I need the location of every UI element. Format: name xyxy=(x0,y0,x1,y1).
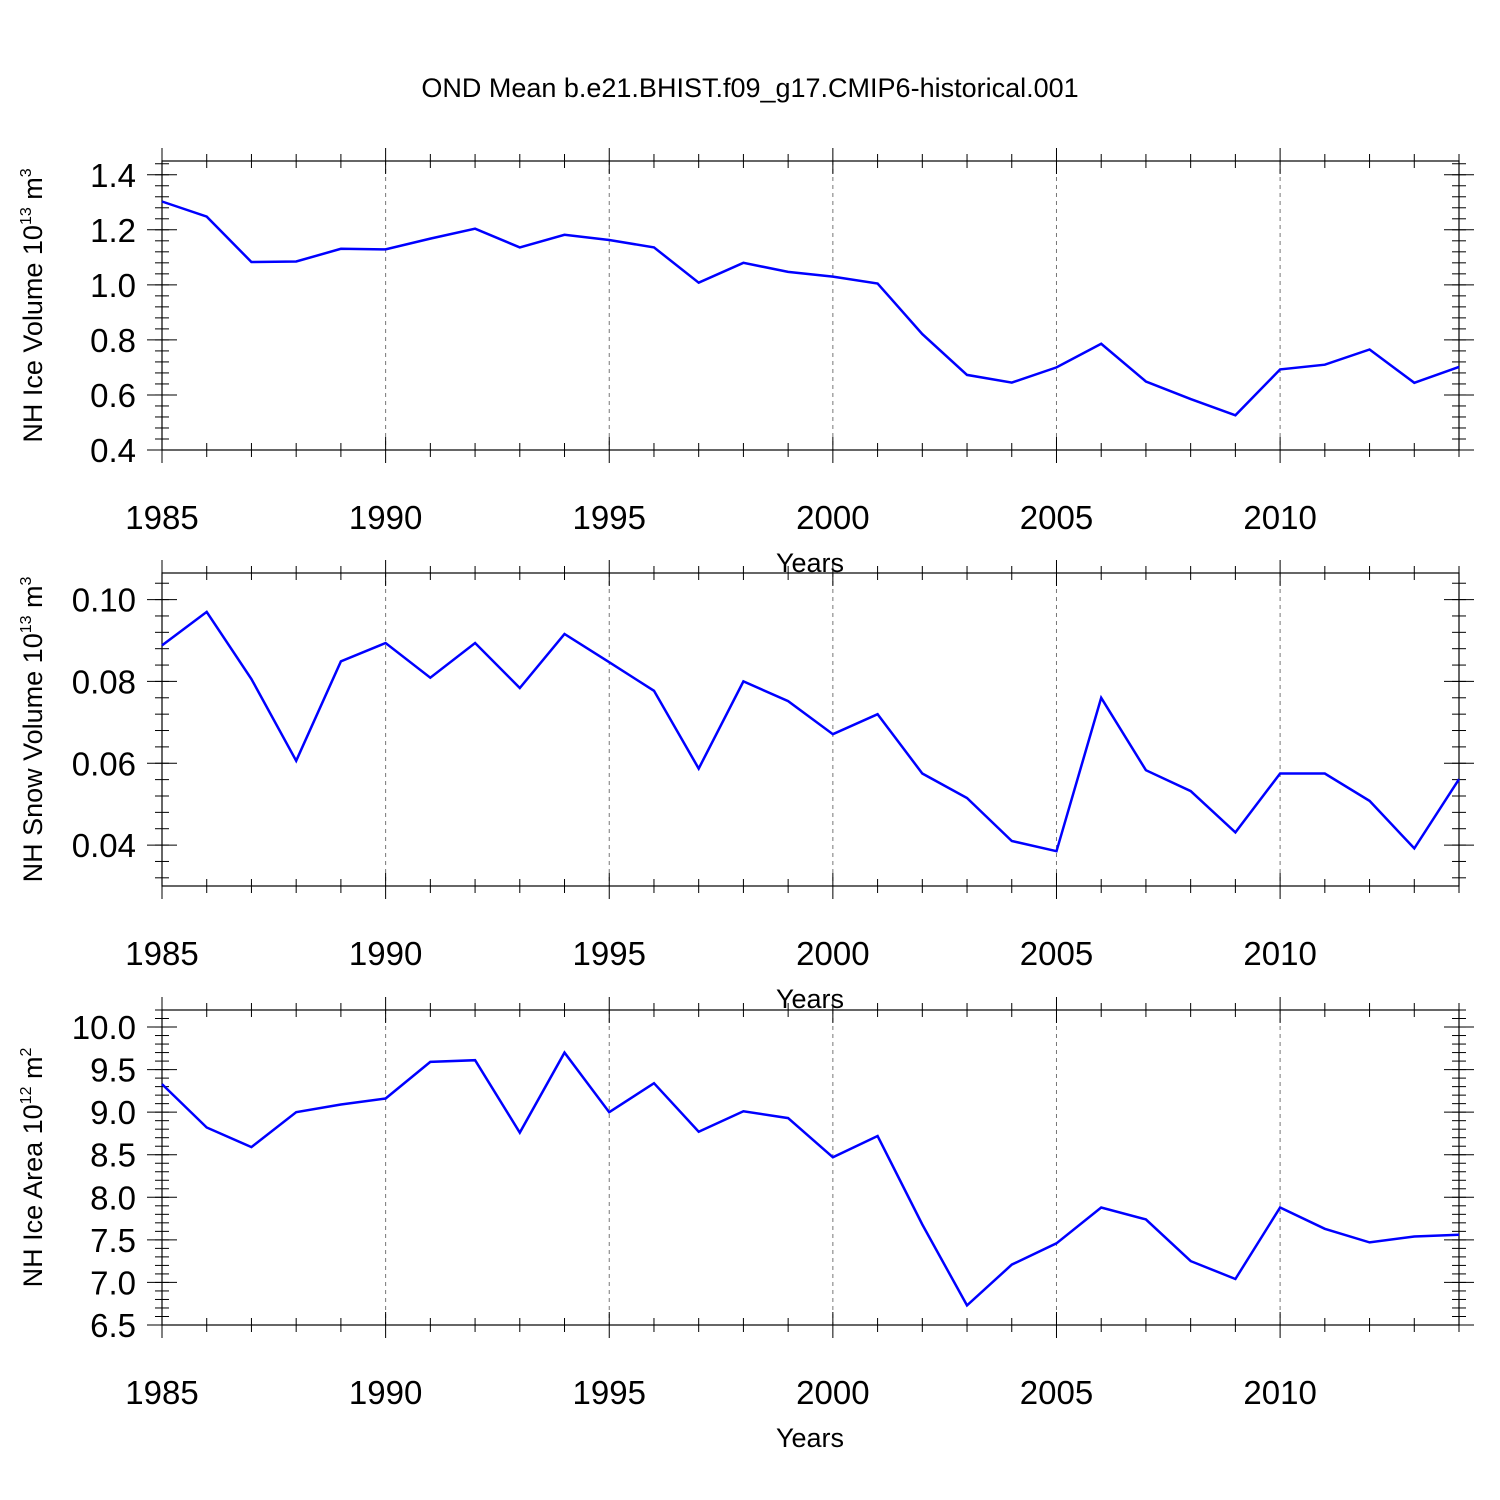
y-tick-label: 0.4 xyxy=(90,432,136,469)
y-tick-label: 0.10 xyxy=(72,582,136,619)
x-tick-label: 2000 xyxy=(796,1374,869,1411)
y-tick-label: 7.0 xyxy=(90,1264,136,1301)
x-tick-label: 1985 xyxy=(125,935,198,972)
y-tick-label: 0.08 xyxy=(72,663,136,700)
y-tick-label: 6.5 xyxy=(90,1307,136,1344)
x-tick-label: 1990 xyxy=(349,1374,422,1411)
panel-3: 6.5 7.0 7.5 8.0 8.5 9.0 9.5 10.0 1985 1990 1995 200… xyxy=(18,997,1474,1453)
x-tick-label: 2010 xyxy=(1243,935,1316,972)
y-tick-label: 7.5 xyxy=(90,1222,136,1259)
y-tick-label: 10.0 xyxy=(72,1009,136,1046)
x-tick-label: 1985 xyxy=(125,1374,198,1411)
y-tick-label: 0.04 xyxy=(72,827,136,864)
x-tick-label: 2005 xyxy=(1020,499,1093,536)
x-tick-label: 2005 xyxy=(1020,1374,1093,1411)
series-line xyxy=(161,200,1460,417)
y-tick-label: 8.5 xyxy=(90,1137,136,1174)
plot-frame xyxy=(161,160,1460,451)
plot-frame xyxy=(161,572,1460,887)
y-tick-label: 0.6 xyxy=(90,377,136,414)
plot-frame xyxy=(161,1009,1460,1326)
y-tick-label: 1.4 xyxy=(90,157,136,194)
x-tick-label: 1985 xyxy=(125,499,198,536)
y-tick-label: 0.8 xyxy=(90,322,136,359)
x-tick-label: 2010 xyxy=(1243,499,1316,536)
y-tick-label: 9.5 xyxy=(90,1052,136,1089)
x-tick-label: 2010 xyxy=(1243,1374,1316,1411)
panel-2: 0.04 0.06 0.08 0.10 1985 1990 1995 2000 2005 2010… xyxy=(18,560,1474,1014)
series-line xyxy=(161,610,1461,853)
panels: 0.4 0.6 0.8 1.0 1.2 1.4 1985 1990 1995 2000 2005 20… xyxy=(18,148,1474,1453)
x-tick-label: 2005 xyxy=(1020,935,1093,972)
y-axis-title: NH Snow Volume 1013 m3 xyxy=(18,576,48,882)
x-tick-label: 1995 xyxy=(573,935,646,972)
y-tick-label: 0.06 xyxy=(72,745,136,782)
x-tick-label: 1995 xyxy=(573,499,646,536)
panel-1: 0.4 0.6 0.8 1.0 1.2 1.4 1985 1990 1995 2000 2005 20… xyxy=(18,148,1474,578)
x-tick-label: 1990 xyxy=(349,935,422,972)
y-tick-label: 1.0 xyxy=(90,267,136,304)
y-tick-label: 8.0 xyxy=(90,1179,136,1216)
x-tick-label: 1990 xyxy=(349,499,422,536)
y-tick-label: 9.0 xyxy=(90,1094,136,1131)
x-axis-title: Years xyxy=(776,1423,844,1453)
x-tick-label: 2000 xyxy=(796,935,869,972)
y-axis-title: NH Ice Area 1012 m2 xyxy=(18,1048,48,1288)
y-tick-label: 1.2 xyxy=(90,212,136,249)
series-line xyxy=(161,1050,1460,1308)
chart-title: OND Mean b.e21.BHIST.f09_g17.CMIP6-histo… xyxy=(421,73,1078,103)
x-tick-label: 1995 xyxy=(573,1374,646,1411)
y-axis-title: NH Ice Volume 1013 m3 xyxy=(18,168,48,442)
x-tick-label: 2000 xyxy=(796,499,869,536)
